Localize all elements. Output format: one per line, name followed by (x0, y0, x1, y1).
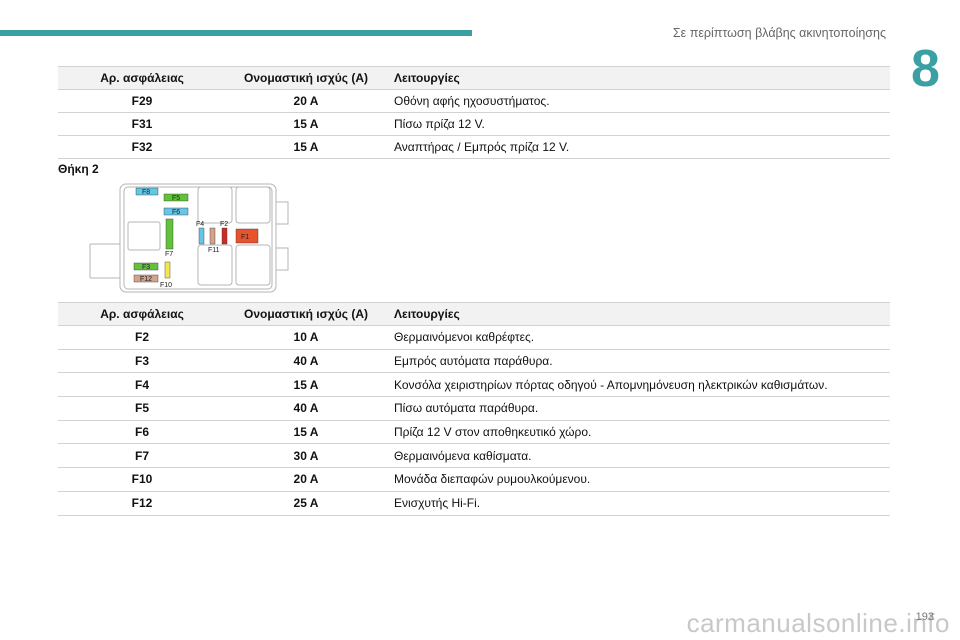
fuse-rating: 20 A (226, 89, 386, 113)
table-row: F32 15 A Αναπτήρας / Εμπρός πρίζα 12 V. (58, 135, 890, 159)
fuse-label-f5: F5 (172, 195, 180, 202)
fuse-box-diagram: F8 F5 F6 F4 F2 F1 F11 F7 F3 F12 F10 (89, 183, 289, 293)
fuse-number: F32 (58, 135, 226, 159)
fuse-rating: 40 A (226, 396, 386, 421)
fuse-function: Ενισχυτής Hi-Fi. (386, 491, 890, 516)
table-row: F12 25 A Ενισχυτής Hi-Fi. (58, 491, 890, 516)
fuse-rating: 20 A (226, 467, 386, 492)
table-header-row: Αρ. ασφάλειας Ονομαστική ισχύς (A) Λειτο… (58, 66, 890, 90)
fuse-f3 (133, 262, 159, 271)
col-functions: Λειτουργίες (386, 302, 890, 326)
table-row: F7 30 A Θερμαινόμενα καθίσματα. (58, 443, 890, 469)
table-row: F2 10 A Θερμαινόμενοι καθρέφτες. (58, 325, 890, 350)
fuse-function: Αναπτήρας / Εμπρός πρίζα 12 V. (386, 135, 890, 159)
fuse-f10 (164, 261, 171, 279)
fuse-number: F3 (58, 349, 226, 374)
fuse-f4 (198, 227, 205, 245)
section-title: Θήκη 2 (58, 162, 99, 176)
fuse-number: F10 (58, 467, 226, 492)
fuse-f2 (221, 227, 228, 245)
fuse-rating: 40 A (226, 349, 386, 374)
table-row: F5 40 A Πίσω αυτόματα παράθυρα. (58, 396, 890, 421)
fuse-rating: 15 A (226, 135, 386, 159)
fuse-label-f12: F12 (140, 276, 152, 283)
top-accent-bar (0, 30, 472, 36)
fuse-label-f4: F4 (196, 221, 204, 228)
fuse-f11 (209, 227, 216, 245)
fuse-rating: 25 A (226, 491, 386, 516)
fuse-number: F29 (58, 89, 226, 113)
fuse-rating: 10 A (226, 325, 386, 350)
fuse-label-f2: F2 (220, 221, 228, 228)
fuse-label-f7: F7 (165, 251, 173, 258)
fuse-label-f11: F11 (208, 247, 220, 254)
table-row: F4 15 A Κονσόλα χειριστηρίων πόρτας οδηγ… (58, 372, 890, 398)
fuse-label-f1: F1 (241, 234, 249, 241)
col-functions: Λειτουργίες (386, 66, 890, 90)
fuse-f1 (235, 228, 259, 244)
chapter-number: 8 (891, 38, 960, 100)
fuse-f7 (165, 218, 174, 250)
fuse-number: F7 (58, 443, 226, 469)
fuse-function: Θερμαινόμενοι καθρέφτες. (386, 325, 890, 350)
col-rating: Ονομαστική ισχύς (A) (226, 66, 386, 90)
fuse-number: F5 (58, 396, 226, 421)
fuse-number: F31 (58, 112, 226, 136)
table-row: F31 15 A Πίσω πρίζα 12 V. (58, 112, 890, 136)
col-fuse-number: Αρ. ασφάλειας (58, 302, 226, 326)
fuse-number: F12 (58, 491, 226, 516)
table-row: F29 20 A Οθόνη αφής ηχοσυστήματος. (58, 89, 890, 113)
fuse-table-1: Αρ. ασφάλειας Ονομαστική ισχύς (A) Λειτο… (58, 66, 890, 159)
table-row: F10 20 A Μονάδα διεπαφών ρυμουλκούμενου. (58, 467, 890, 492)
col-fuse-number: Αρ. ασφάλειας (58, 66, 226, 90)
fuse-f8 (135, 187, 159, 196)
table-row: F6 15 A Πρίζα 12 V στον αποθηκευτικό χώρ… (58, 420, 890, 445)
table-row: F3 40 A Εμπρός αυτόματα παράθυρα. (58, 349, 890, 374)
fuse-function: Οθόνη αφής ηχοσυστήματος. (386, 89, 890, 113)
page-number: 193 (915, 611, 934, 623)
fuse-function: Κονσόλα χειριστηρίων πόρτας οδηγού - Απο… (386, 372, 890, 398)
fuse-f5 (163, 193, 189, 202)
fuse-number: F4 (58, 372, 226, 398)
col-rating: Ονομαστική ισχύς (A) (226, 302, 386, 326)
fuse-rating: 15 A (226, 112, 386, 136)
fuse-function: Μονάδα διεπαφών ρυμουλκούμενου. (386, 467, 890, 492)
fuse-label-f8: F8 (142, 189, 150, 196)
fuse-rating: 30 A (226, 443, 386, 469)
header-title: Σε περίπτωση βλάβης ακινητοποίησης (672, 26, 886, 40)
fuse-label-f6: F6 (172, 209, 180, 216)
fuse-f6 (163, 207, 189, 216)
table-header-row: Αρ. ασφάλειας Ονομαστική ισχύς (A) Λειτο… (58, 302, 890, 326)
fuse-number: F6 (58, 420, 226, 445)
fuse-number: F2 (58, 325, 226, 350)
fuse-rating: 15 A (226, 420, 386, 445)
fuse-label-f3: F3 (142, 264, 150, 271)
fuse-function: Εμπρός αυτόματα παράθυρα. (386, 349, 890, 374)
fuse-function: Πίσω πρίζα 12 V. (386, 112, 890, 136)
fuse-f12 (133, 274, 159, 283)
fuse-rating: 15 A (226, 372, 386, 398)
fuse-function: Πρίζα 12 V στον αποθηκευτικό χώρο. (386, 420, 890, 445)
fuse-table-2: Αρ. ασφάλειας Ονομαστική ισχύς (A) Λειτο… (58, 302, 890, 516)
fuse-function: Θερμαινόμενα καθίσματα. (386, 443, 890, 469)
fuse-label-f10: F10 (160, 282, 172, 289)
fuse-function: Πίσω αυτόματα παράθυρα. (386, 396, 890, 421)
watermark: carmanualsonline.info (686, 608, 950, 638)
